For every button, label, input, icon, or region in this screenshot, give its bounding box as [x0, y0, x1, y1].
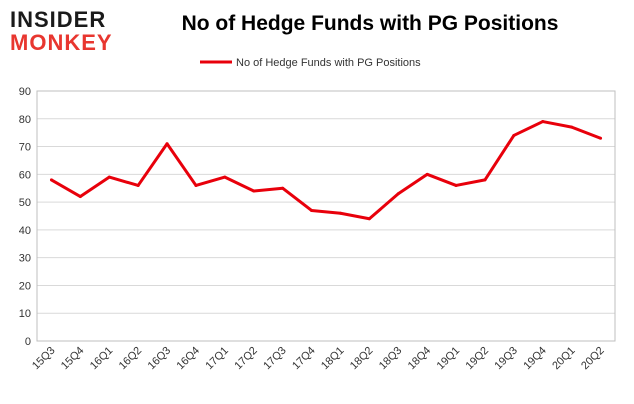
x-tick-label: 19Q4 [521, 345, 549, 373]
y-axis-ticks: 0 10 20 30 40 50 60 70 80 90 [19, 86, 31, 348]
data-point-15Q4 [78, 195, 82, 199]
series-line [49, 120, 603, 221]
data-point-15Q3 [49, 178, 53, 182]
data-point-16Q1 [107, 175, 111, 179]
x-tick-label: 19Q3 [492, 345, 520, 373]
y-tick-label: 70 [19, 142, 31, 154]
x-tick-label: 20Q2 [579, 345, 607, 373]
data-point-17Q1 [223, 175, 227, 179]
data-point-18Q3 [396, 192, 400, 196]
logo-line2: MONKEY [10, 30, 113, 54]
x-tick-label: 15Q3 [30, 345, 58, 373]
insider-monkey-logo: INSIDER MONKEY [10, 7, 113, 54]
legend: No of Hedge Funds with PG Positions [200, 57, 421, 69]
data-point-18Q1 [338, 211, 342, 215]
x-tick-label: 17Q3 [261, 345, 289, 373]
data-point-18Q2 [367, 217, 371, 221]
x-tick-label: 16Q3 [146, 345, 174, 373]
x-tick-label: 16Q2 [117, 345, 145, 373]
data-point-17Q4 [310, 208, 314, 212]
y-tick-label: 20 [19, 280, 31, 292]
data-point-16Q2 [136, 183, 140, 187]
data-point-16Q4 [194, 183, 198, 187]
y-tick-label: 30 [19, 253, 31, 265]
x-tick-label: 18Q1 [319, 345, 347, 373]
y-tick-label: 40 [19, 225, 31, 237]
y-tick-label: 0 [25, 336, 31, 348]
legend-label: No of Hedge Funds with PG Positions [236, 57, 421, 69]
x-tick-label: 15Q4 [59, 345, 87, 373]
data-point-16Q3 [165, 142, 169, 146]
x-tick-label: 20Q1 [550, 345, 578, 373]
plot-frame [36, 90, 616, 342]
x-tick-label: 18Q4 [406, 345, 434, 373]
data-point-20Q2 [599, 136, 603, 140]
logo-line1: INSIDER [10, 7, 106, 32]
data-point-19Q3 [512, 133, 516, 137]
data-point-17Q3 [281, 186, 285, 190]
data-point-19Q1 [454, 183, 458, 187]
x-tick-label: 19Q1 [435, 345, 463, 373]
x-tick-label: 19Q2 [464, 345, 492, 373]
series-polyline-0 [50, 120, 602, 221]
x-tick-label: 18Q3 [377, 345, 405, 373]
x-tick-label: 16Q1 [88, 345, 116, 373]
data-point-20Q1 [570, 125, 574, 129]
y-tick-label: 90 [19, 86, 31, 98]
chart-title: No of Hedge Funds with PG Positions [181, 12, 559, 35]
x-axis-ticks: 15Q3 15Q4 16Q1 16Q2 16Q3 16Q4 17Q1 17Q2 17Q3 17Q4… [30, 345, 607, 373]
x-tick-label: 16Q4 [175, 345, 203, 373]
y-tick-label: 50 [19, 197, 31, 209]
x-tick-label: 17Q2 [232, 345, 260, 373]
y-tick-label: 80 [19, 114, 31, 126]
x-tick-label: 18Q2 [348, 345, 376, 373]
y-tick-label: 60 [19, 169, 31, 181]
data-point-18Q4 [425, 172, 429, 176]
y-tick-label: 10 [19, 308, 31, 320]
data-point-19Q4 [541, 120, 545, 124]
data-point-17Q2 [252, 189, 256, 193]
x-tick-label: 17Q4 [290, 345, 318, 373]
data-point-19Q2 [483, 178, 487, 182]
x-tick-label: 17Q1 [203, 345, 231, 373]
